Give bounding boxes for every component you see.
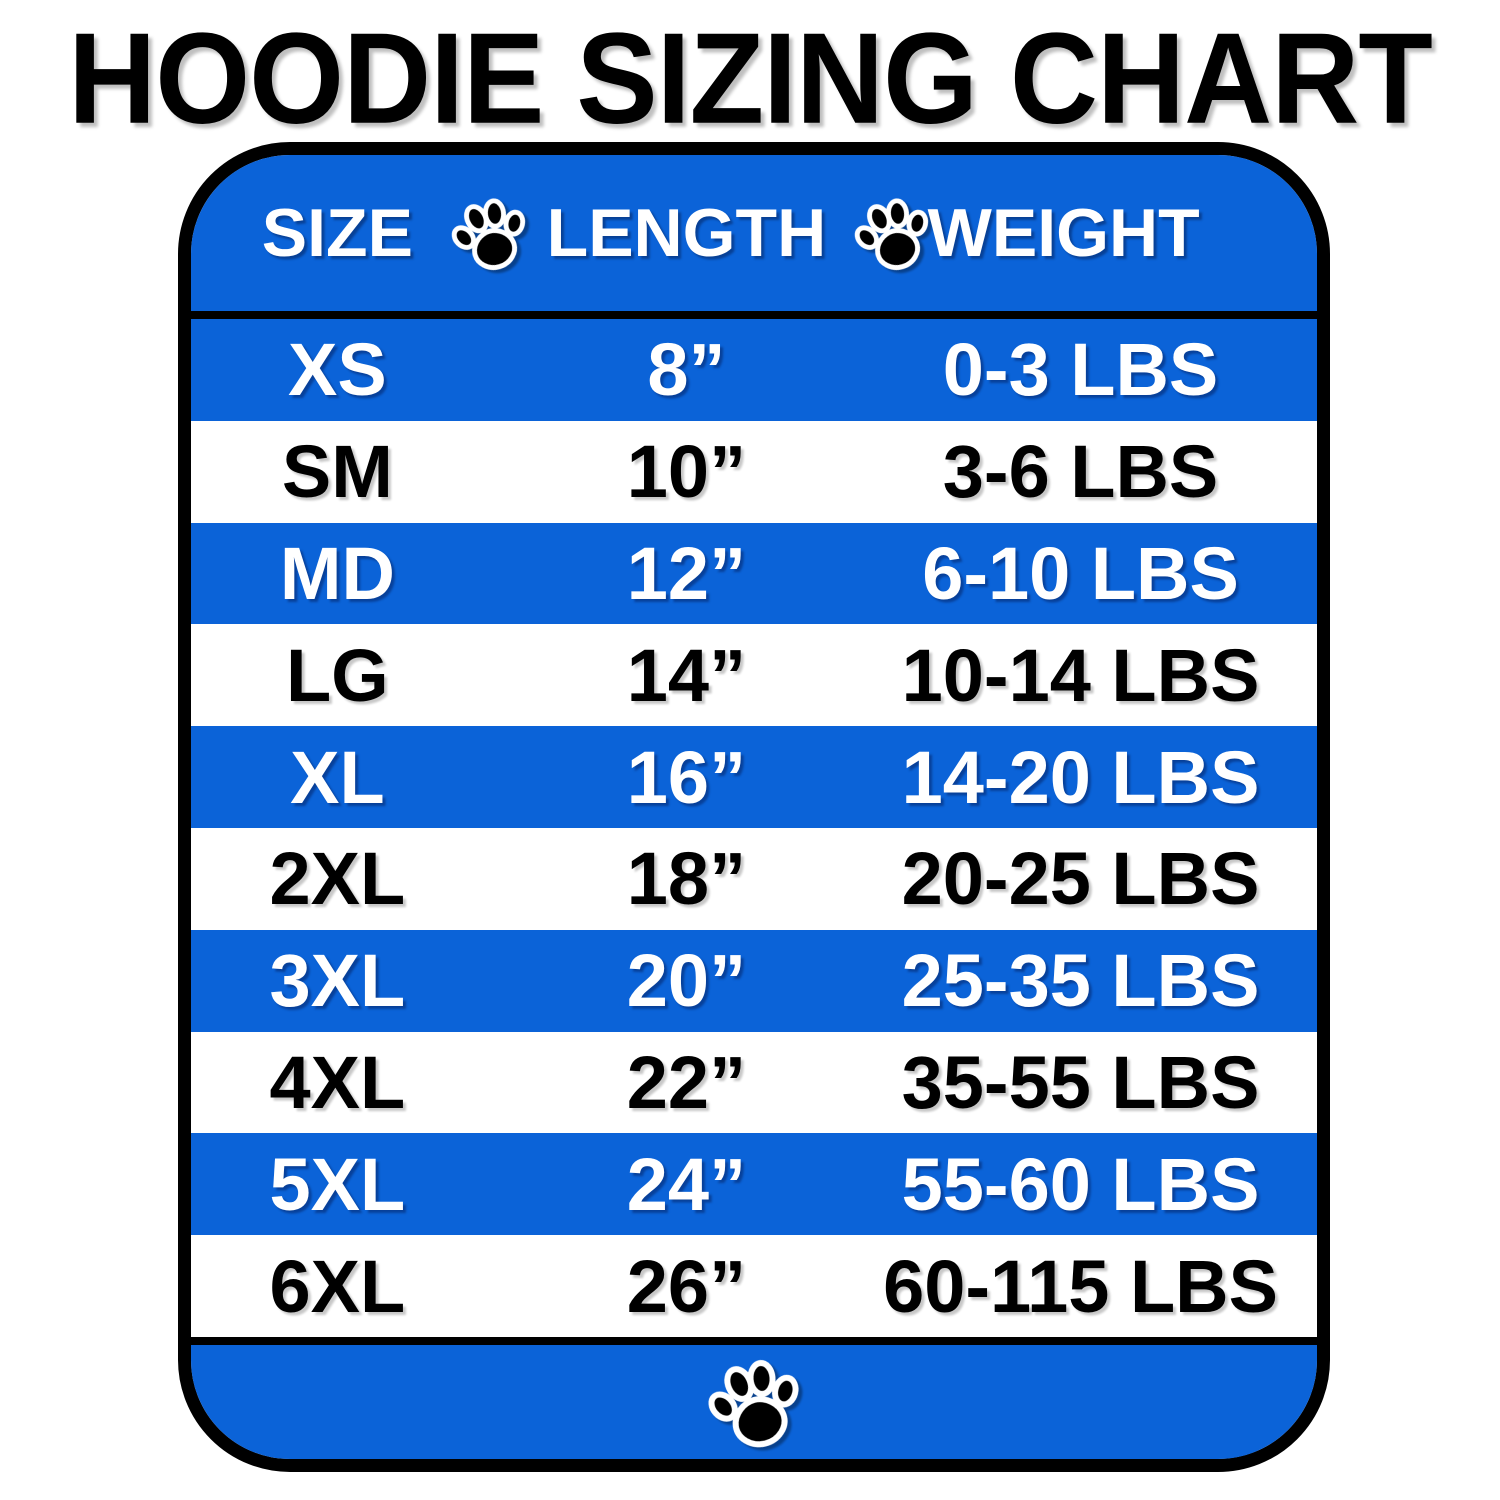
cell-weight: 10-14 LBS: [901, 633, 1260, 717]
cell-size: 4XL: [269, 1040, 406, 1124]
table-row: MD 12” 6-10 LBS: [191, 522, 1317, 625]
cell-length: 16”: [626, 735, 747, 819]
header-weight: WEIGHT: [927, 195, 1200, 271]
cell-weight: 35-55 LBS: [901, 1040, 1260, 1124]
cell-size: SM: [281, 430, 393, 514]
header-divider: [191, 311, 1317, 319]
table-row: LG 14” 10-14 LBS: [191, 624, 1317, 727]
table-row: SM 10” 3-6 LBS: [191, 420, 1317, 523]
header-size: SIZE: [261, 195, 413, 271]
cell-length: 18”: [626, 837, 747, 921]
footer-divider: [191, 1337, 1317, 1345]
cell-size: XS: [288, 328, 387, 412]
table-footer: [191, 1345, 1317, 1459]
cell-weight: 3-6 LBS: [942, 430, 1219, 514]
paw-icon: [439, 182, 540, 283]
cell-weight: 25-35 LBS: [901, 939, 1260, 1023]
table-row: 3XL 20” 25-35 LBS: [191, 929, 1317, 1032]
cell-size: 6XL: [269, 1244, 406, 1328]
cell-length: 22”: [626, 1040, 747, 1124]
cell-length: 24”: [626, 1142, 747, 1226]
cell-size: 2XL: [269, 837, 406, 921]
table-body: XS 8” 0-3 LBS SM 10” 3-6 LBS MD 12” 6-10…: [191, 319, 1317, 1337]
cell-weight: 20-25 LBS: [901, 837, 1260, 921]
sizing-chart-card: SIZE LENGTH: [178, 142, 1330, 1472]
cell-length: 26”: [626, 1244, 747, 1328]
paw-icon: [842, 182, 943, 283]
table-row: 2XL 18” 20-25 LBS: [191, 827, 1317, 930]
cell-weight: 14-20 LBS: [901, 735, 1260, 819]
cell-length: 20”: [626, 939, 747, 1023]
cell-length: 8”: [647, 328, 726, 412]
page-title: HOODIE SIZING CHART: [68, 6, 1433, 151]
cell-weight: 60-115 LBS: [883, 1244, 1278, 1328]
cell-size: LG: [285, 633, 389, 717]
cell-length: 14”: [626, 633, 747, 717]
table-row: 5XL 24” 55-60 LBS: [191, 1133, 1317, 1236]
cell-length: 12”: [626, 531, 747, 615]
paw-icon: [693, 1341, 814, 1459]
table-row: 4XL 22” 35-55 LBS: [191, 1031, 1317, 1134]
cell-length: 10”: [626, 430, 747, 514]
cell-size: XL: [290, 735, 385, 819]
table-row: XL 16” 14-20 LBS: [191, 726, 1317, 828]
cell-weight: 55-60 LBS: [901, 1142, 1260, 1226]
table-row: XS 8” 0-3 LBS: [191, 319, 1317, 421]
table-row: 6XL 26” 60-115 LBS: [191, 1235, 1317, 1337]
header-length: LENGTH: [546, 195, 827, 271]
cell-weight: 6-10 LBS: [922, 531, 1239, 615]
table-header: SIZE LENGTH: [191, 155, 1317, 311]
cell-size: 3XL: [269, 939, 406, 1023]
cell-size: 5XL: [269, 1142, 406, 1226]
cell-size: MD: [279, 531, 395, 615]
cell-weight: 0-3 LBS: [942, 328, 1219, 412]
